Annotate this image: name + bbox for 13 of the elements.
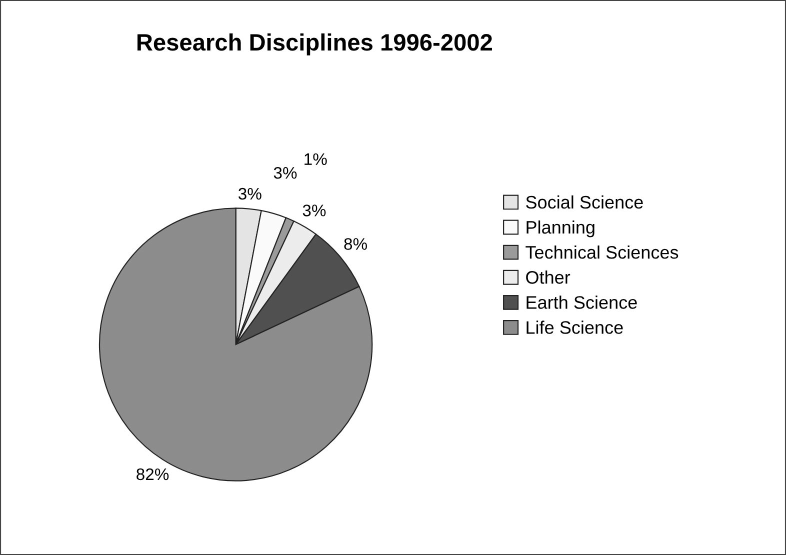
- legend-label: Earth Science: [526, 296, 637, 309]
- chart-title: Research Disciplines 1996-2002: [137, 33, 492, 56]
- legend-label: Technical Sciences: [526, 246, 678, 259]
- data-label: 3%: [274, 166, 297, 179]
- data-label: 82%: [136, 468, 169, 480]
- legend-label: Other: [526, 270, 570, 284]
- legend-label: Planning: [526, 220, 594, 238]
- legend-label: Life Science: [526, 320, 623, 334]
- data-label: 3%: [238, 188, 262, 200]
- data-label: 8%: [344, 238, 367, 250]
- legend-label: Social Science: [526, 195, 643, 209]
- data-label: 3%: [302, 204, 326, 216]
- data-label: 1%: [304, 153, 327, 165]
